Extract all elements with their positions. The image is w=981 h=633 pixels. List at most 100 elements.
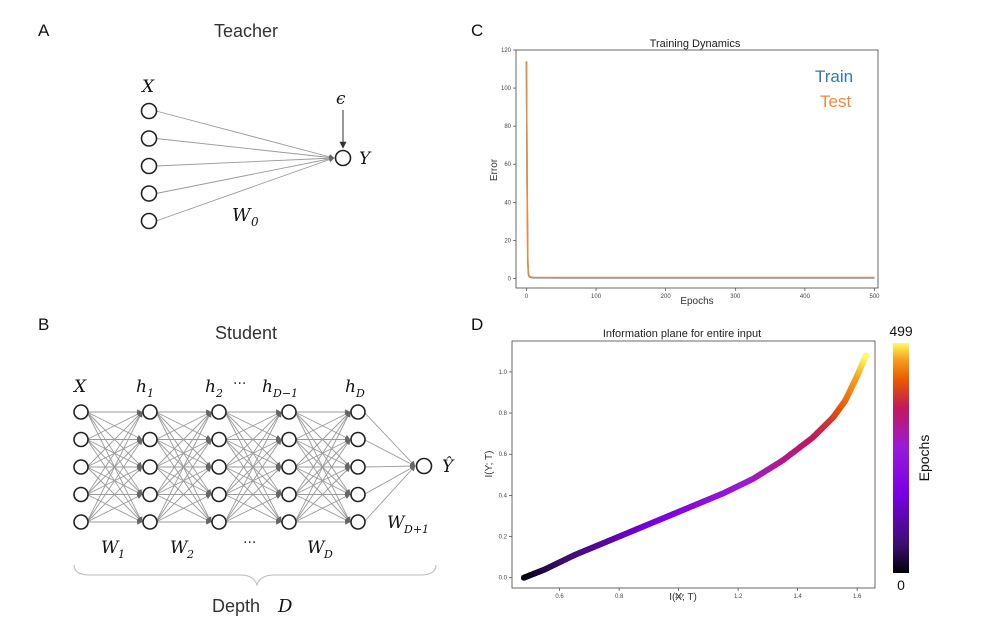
student-edge: [155, 411, 212, 495]
student-edge: [294, 411, 351, 440]
student-node: [73, 404, 89, 420]
layer-label-3-symbol: h: [262, 377, 273, 397]
student-edge: [224, 439, 282, 523]
student-node: [350, 486, 366, 503]
panel-b-label: B: [38, 315, 49, 334]
student-node: [142, 459, 158, 475]
chart-d-ticks: 0.6 0.8 1.0 1.2 1.4 1.6 0.0 0.2 0.4 0.6 0.8 1.0: [499, 370, 862, 600]
legend-test: Test: [820, 92, 851, 111]
student-node: [350, 431, 366, 448]
panel-d: D Information plane for entire input 0.6…: [471, 315, 932, 603]
student-node: [350, 459, 366, 475]
weight-label-1-symbol: W: [101, 538, 120, 558]
teacher-edges: [155, 110, 335, 222]
layer-label-4: h D: [345, 377, 365, 400]
student-output-edge: [363, 463, 416, 469]
layer-label-1-subscript: 1: [147, 387, 154, 400]
depth-label-variable: D: [277, 596, 293, 617]
student-edge: [155, 411, 212, 440]
student-edge: [294, 411, 351, 523]
student-edge: [294, 494, 351, 523]
student-node: [211, 486, 227, 503]
weight-label-d-plus-1-subscript: D+1: [403, 523, 429, 536]
chart-d-ytick-label: 0.0: [499, 576, 508, 582]
weight-label-d-plus-1-symbol: W: [387, 513, 406, 533]
student-node: [211, 431, 227, 448]
teacher-input-nodes: [140, 102, 158, 230]
chart-d-frame: [511, 340, 876, 589]
layer-ellipsis: ···: [233, 376, 246, 392]
teacher-input-label: X: [140, 77, 155, 97]
student-node: [142, 514, 158, 530]
weight-label-d-plus-1: W D+1: [387, 513, 429, 536]
student-node: [142, 404, 158, 420]
panel-a: A Teacher X Y ϵ W 0: [38, 21, 372, 230]
student-edge: [294, 411, 351, 468]
teacher-input-node: [140, 102, 158, 120]
teacher-input-node: [140, 212, 158, 230]
weight-label-2-subscript: 2: [186, 548, 194, 561]
student-edge: [155, 494, 212, 523]
student-edge: [86, 466, 143, 523]
chart-c-ytick-label: 80: [504, 124, 511, 130]
chart-c-xtick-label: 400: [800, 294, 811, 300]
chart-d-xtick-label: 0.6: [555, 594, 564, 600]
weight-label-1: W 1: [101, 538, 125, 561]
chart-c-ytick-label: 120: [501, 48, 512, 54]
depth-label-text: Depth: [212, 596, 260, 616]
student-edge: [294, 439, 351, 523]
student-edge: [86, 411, 143, 468]
chart-c-xtick-label: 300: [730, 294, 741, 300]
chart-d-point: [863, 352, 870, 359]
colorbar-min-label: 0: [897, 577, 905, 593]
panel-d-label: D: [471, 315, 483, 334]
layer-label-0-symbol: X: [72, 377, 87, 397]
chart-d-ylabel: I(Y; T): [484, 451, 495, 478]
chart-c-ytick-label: 100: [501, 86, 512, 92]
chart-d-ytick-label: 0.4: [499, 493, 508, 499]
colorbar-label: Epochs: [916, 435, 932, 482]
chart-c-xtick-label: 200: [661, 294, 672, 300]
chart-c-title: Training Dynamics: [650, 38, 741, 50]
chart-c-frame: [515, 49, 879, 289]
teacher-edge: [155, 110, 335, 160]
student-output-edge: [363, 465, 416, 495]
chart-c-xtick-label: 500: [870, 294, 881, 300]
layer-label-2-subscript: 2: [215, 387, 223, 400]
panel-c: C Training Dynamics 0 100 200 300 400 500 0 20 4…: [471, 21, 880, 307]
chart-c-ytick-label: 40: [504, 200, 511, 206]
student-edge: [155, 439, 212, 523]
student-nodes: [73, 404, 366, 530]
chart-c-xtick-label: 100: [591, 294, 602, 300]
teacher-input-node: [140, 130, 158, 147]
panel-a-label: A: [38, 21, 50, 40]
chart-d-xlabel: I(X; T): [669, 592, 697, 603]
student-edge: [86, 411, 143, 495]
student-edge: [155, 411, 212, 468]
student-node: [73, 486, 89, 503]
student-node: [211, 404, 227, 420]
teacher-weight-label: W 0: [232, 205, 259, 229]
student-node: [211, 514, 227, 530]
teacher-weight-subscript: 0: [251, 215, 259, 229]
teacher-edge: [155, 157, 335, 222]
student-node: [281, 404, 297, 420]
chart-c-xlabel: Epochs: [680, 296, 713, 307]
weight-ellipsis: ···: [243, 535, 256, 551]
teacher-input-node: [140, 157, 158, 175]
student-edge: [86, 494, 143, 523]
chart-c-xtick-label: 0: [525, 294, 529, 300]
chart-d-ytick-label: 0.6: [499, 452, 508, 458]
teacher-edge: [155, 156, 335, 194]
layer-label-3-subscript: D−1: [272, 387, 298, 400]
layer-label-1: h 1: [136, 377, 154, 400]
teacher-output-node: [334, 149, 352, 167]
student-node: [211, 459, 227, 475]
teacher-edge: [155, 155, 335, 167]
student-edge: [224, 411, 282, 468]
panel-c-label: C: [471, 21, 483, 40]
chart-d-ytick-label: 0.8: [499, 411, 508, 417]
student-output-edge: [363, 439, 416, 467]
chart-c-ticks: 0 100 200 300 400 500 0 20 40 60 80 100 120: [501, 48, 880, 300]
chart-c-ylabel: Error: [489, 158, 500, 181]
